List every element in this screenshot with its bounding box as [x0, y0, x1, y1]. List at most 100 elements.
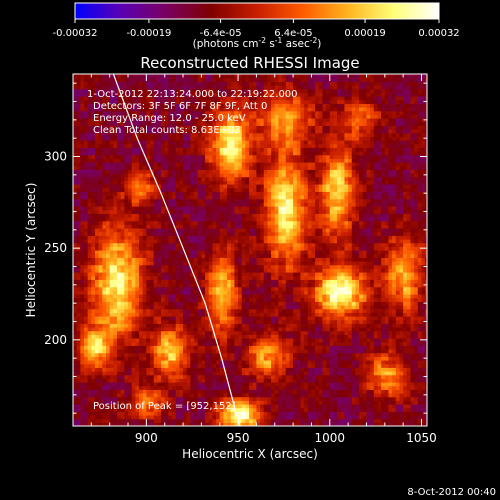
heatmap-cell — [124, 253, 129, 258]
heatmap-cell — [117, 158, 122, 163]
heatmap-cell — [234, 290, 239, 295]
heatmap-cell — [194, 213, 199, 218]
heatmap-cell — [117, 231, 122, 236]
heatmap-cell — [76, 92, 81, 97]
heatmap-cell — [153, 393, 158, 398]
heatmap-cell — [234, 165, 239, 170]
heatmap-cell — [186, 217, 191, 222]
heatmap-cell — [98, 85, 103, 90]
heatmap-cell — [91, 371, 96, 376]
heatmap-cell — [201, 301, 206, 306]
heatmap-cell — [223, 81, 228, 86]
heatmap-cell — [168, 103, 173, 108]
heatmap-cell — [212, 253, 217, 258]
heatmap-cell — [183, 140, 188, 145]
heatmap-cell — [179, 99, 184, 104]
heatmap-cell — [197, 228, 202, 233]
heatmap-cell — [153, 74, 158, 79]
heatmap-cell — [190, 143, 195, 148]
heatmap-cell — [230, 261, 236, 266]
heatmap-cell — [252, 235, 258, 240]
heatmap-cell — [150, 341, 155, 346]
heatmap-cell — [87, 371, 92, 376]
heatmap-cell — [249, 136, 254, 141]
heatmap-cell — [230, 275, 236, 280]
heatmap-cell — [142, 363, 147, 368]
heatmap-cell — [219, 374, 225, 379]
heatmap-cell — [87, 400, 92, 405]
heatmap-cell — [256, 297, 261, 302]
heatmap-cell — [150, 118, 155, 123]
heatmap-cell — [150, 147, 155, 152]
heatmap-cell — [95, 103, 100, 108]
heatmap-cell — [124, 103, 129, 108]
heatmap-cell — [142, 378, 147, 383]
heatmap-cell — [135, 308, 140, 313]
heatmap-cell — [109, 239, 114, 244]
heatmap-cell — [256, 103, 261, 108]
heatmap-cell — [183, 345, 188, 350]
heatmap-cell — [212, 165, 217, 170]
heatmap-cell — [95, 330, 100, 335]
heatmap-cell — [146, 323, 151, 328]
heatmap-cell — [150, 404, 155, 409]
heatmap-cell — [76, 389, 81, 394]
heatmap-cell — [190, 103, 195, 108]
heatmap-cell — [208, 180, 213, 185]
heatmap-cell — [131, 191, 136, 196]
heatmap-cell — [84, 396, 89, 401]
heatmap-cell — [238, 283, 243, 288]
heatmap-cell — [234, 132, 239, 137]
heatmap-cell — [113, 191, 118, 196]
heatmap-cell — [102, 319, 107, 324]
heatmap-cell — [87, 151, 92, 156]
heatmap-cell — [172, 257, 177, 262]
heatmap-cell — [241, 143, 247, 148]
heatmap-cell — [201, 261, 206, 266]
heatmap-cell — [260, 422, 265, 426]
heatmap-cell — [76, 81, 81, 86]
heatmap-cell — [194, 272, 199, 277]
heatmap-cell — [230, 264, 236, 269]
heatmap-cell — [106, 239, 111, 244]
heatmap-cell — [124, 301, 129, 306]
heatmap-cell — [98, 239, 103, 244]
heatmap-cell — [102, 231, 107, 236]
heatmap-cell — [260, 261, 265, 266]
heatmap-cell — [190, 312, 195, 317]
heatmap-cell — [146, 132, 151, 137]
heatmap-cell — [135, 224, 140, 229]
heatmap-cell — [197, 290, 202, 295]
heatmap-cell — [186, 323, 191, 328]
heatmap-cell — [245, 323, 250, 328]
heatmap-cell — [164, 118, 169, 123]
heatmap-cell — [124, 330, 129, 335]
heatmap-cell — [142, 290, 147, 295]
heatmap-cell — [238, 389, 243, 394]
heatmap-cell — [172, 341, 177, 346]
heatmap-cell — [95, 367, 100, 372]
heatmap-cell — [186, 279, 191, 284]
heatmap-cell — [150, 88, 155, 93]
heatmap-cell — [113, 121, 118, 126]
heatmap-cell — [216, 415, 221, 420]
heatmap-cell — [245, 184, 250, 189]
heatmap-cell — [208, 165, 213, 170]
heatmap-cell — [252, 96, 258, 101]
heatmap-cell — [142, 206, 147, 211]
heatmap-cell — [241, 213, 247, 218]
heatmap-cell — [91, 396, 96, 401]
heatmap-cell — [194, 396, 199, 401]
heatmap-cell — [73, 253, 78, 258]
heatmap-cell — [168, 396, 173, 401]
heatmap-cell — [249, 283, 254, 288]
heatmap-cell — [106, 312, 111, 317]
heatmap-cell — [128, 323, 133, 328]
heatmap-cell — [201, 187, 206, 192]
heatmap-cell — [260, 407, 265, 412]
heatmap-cell — [230, 228, 236, 233]
heatmap-cell — [227, 103, 232, 108]
heatmap-cell — [223, 323, 228, 328]
heatmap-cell — [197, 418, 202, 423]
heatmap-cell — [234, 151, 239, 156]
